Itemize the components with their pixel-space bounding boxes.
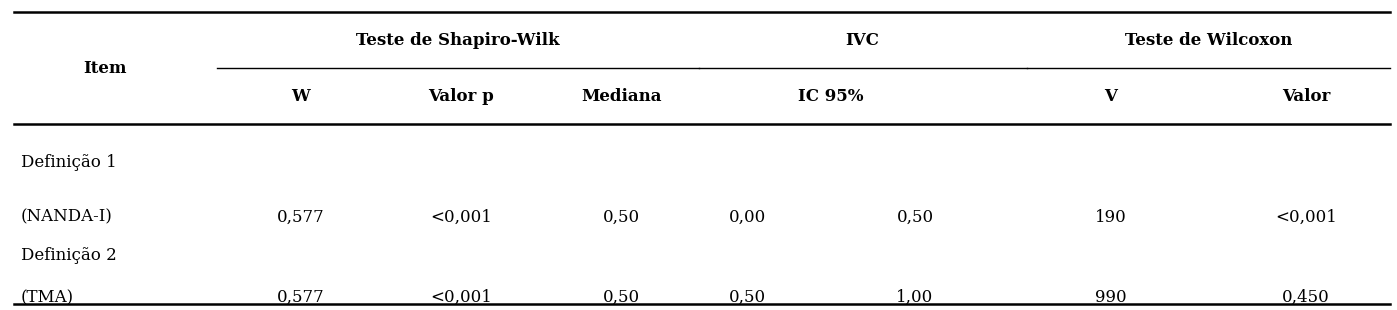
Text: 0,577: 0,577 <box>277 289 324 306</box>
Text: IVC: IVC <box>845 32 880 49</box>
Text: 0,00: 0,00 <box>729 209 766 225</box>
Text: Teste de Wilcoxon: Teste de Wilcoxon <box>1125 32 1292 49</box>
Text: Teste de Shapiro-Wilk: Teste de Shapiro-Wilk <box>356 32 559 49</box>
Text: Mediana: Mediana <box>581 88 662 104</box>
Text: 0,50: 0,50 <box>604 289 640 306</box>
Text: 990: 990 <box>1095 289 1126 306</box>
Text: 190: 190 <box>1095 209 1126 225</box>
Text: Valor p: Valor p <box>427 88 495 104</box>
Text: (TMA): (TMA) <box>21 289 74 306</box>
Text: Item: Item <box>82 60 127 77</box>
Text: W: W <box>291 88 310 104</box>
Text: <0,001: <0,001 <box>430 209 492 225</box>
Text: Definição 2: Definição 2 <box>21 247 117 264</box>
Text: <0,001: <0,001 <box>1275 209 1337 225</box>
Text: V: V <box>1104 88 1118 104</box>
Text: Definição 1: Definição 1 <box>21 154 117 171</box>
Text: (NANDA-I): (NANDA-I) <box>21 209 113 225</box>
Text: Valor: Valor <box>1282 88 1330 104</box>
Text: 0,50: 0,50 <box>729 289 766 306</box>
Text: 1,00: 1,00 <box>897 289 933 306</box>
Text: IC 95%: IC 95% <box>799 88 863 104</box>
Text: 0,450: 0,450 <box>1282 289 1330 306</box>
Text: 0,50: 0,50 <box>604 209 640 225</box>
Text: <0,001: <0,001 <box>430 289 492 306</box>
Text: 0,50: 0,50 <box>897 209 933 225</box>
Text: 0,577: 0,577 <box>277 209 324 225</box>
